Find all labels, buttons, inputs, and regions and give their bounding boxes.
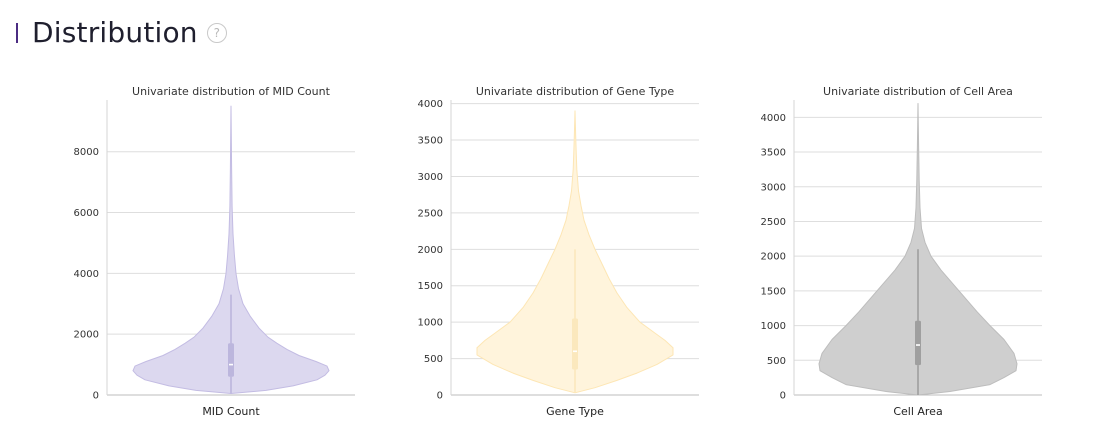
violin-body <box>132 105 330 394</box>
chart-panel-cell-area: Univariate distribution of Cell Area 0 500… <box>727 72 1072 434</box>
y-tick-label: 1000 <box>418 318 443 329</box>
y-tick-label: 3000 <box>418 172 443 183</box>
y-tick-label: 2000 <box>74 330 99 341</box>
violin-chart-mid-count: Univariate distribution of MID Count 0 200… <box>74 85 355 418</box>
section-title: Distribution <box>32 16 198 49</box>
y-tick-label: 6000 <box>74 208 99 219</box>
chart-title: Univariate distribution of Cell Area <box>823 85 1013 98</box>
chart-title: Univariate distribution of MID Count <box>132 85 331 98</box>
y-tick-label: 1500 <box>418 281 443 292</box>
y-tick-label: 0 <box>437 391 443 402</box>
question-circle-icon[interactable]: ? <box>206 22 227 43</box>
y-tick-label: 3500 <box>418 136 443 147</box>
x-axis-label: MID Count <box>202 405 260 418</box>
y-tick-label: 4000 <box>74 269 99 280</box>
chart-title: Univariate distribution of Gene Type <box>476 85 675 98</box>
section-header: Distribution ? <box>16 16 227 49</box>
y-tick-label: 1000 <box>761 321 786 332</box>
iqr-box <box>915 320 921 366</box>
y-tick-label: 3000 <box>761 182 786 193</box>
chart-panel-mid-count: Univariate distribution of MID Count 0 200… <box>40 72 385 434</box>
y-tick-label: 3500 <box>761 148 786 159</box>
y-tick-label: 2500 <box>418 208 443 219</box>
y-tick-label: 500 <box>767 356 786 367</box>
violin-chart-cell-area: Univariate distribution of Cell Area 0 500… <box>761 85 1042 418</box>
iqr-box <box>228 343 234 377</box>
x-axis-label: Cell Area <box>893 405 942 418</box>
y-tick-label: 2000 <box>761 252 786 263</box>
y-tick-label: 4000 <box>418 99 443 110</box>
y-tick-label: 1500 <box>761 286 786 297</box>
violin-chart-gene-type: Univariate distribution of Gene Type 0 500… <box>418 85 699 418</box>
y-tick-label: 0 <box>93 391 99 402</box>
chart-panel-gene-type: Univariate distribution of Gene Type 0 500… <box>384 72 729 434</box>
accent-bar <box>16 22 18 43</box>
y-tick-label: 8000 <box>74 147 99 158</box>
y-tick-label: 0 <box>780 391 786 402</box>
iqr-box <box>572 318 578 370</box>
y-tick-label: 2500 <box>761 217 786 228</box>
y-tick-label: 500 <box>424 354 443 365</box>
y-tick-label: 4000 <box>761 113 786 124</box>
y-tick-label: 2000 <box>418 245 443 256</box>
x-axis-label: Gene Type <box>546 405 604 418</box>
